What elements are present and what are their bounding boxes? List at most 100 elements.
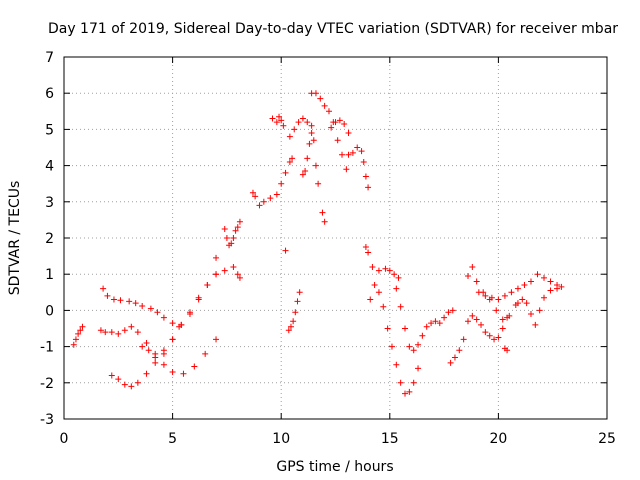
data-point <box>464 273 471 280</box>
data-point <box>464 318 471 325</box>
series-arc-17 <box>362 244 402 281</box>
x-tick-label: 15 <box>381 431 399 447</box>
data-point <box>339 151 346 158</box>
data-point <box>393 285 400 292</box>
data-point <box>558 283 565 290</box>
data-point <box>451 354 458 361</box>
data-point <box>145 347 152 354</box>
data-point <box>523 300 530 307</box>
series-arc-6 <box>221 218 243 249</box>
series-arc-23 <box>501 345 511 354</box>
data-point <box>221 225 228 232</box>
series-arc-3 <box>97 323 220 377</box>
data-point <box>486 332 493 339</box>
plot-frame <box>63 56 608 420</box>
series-arc-15 <box>328 117 352 137</box>
data-point <box>290 318 297 325</box>
data-point <box>384 325 391 332</box>
data-point <box>286 158 293 165</box>
data-point <box>280 122 287 129</box>
data-point <box>160 314 167 321</box>
data-point <box>260 198 267 205</box>
data-point <box>397 303 404 310</box>
data-point <box>419 332 426 339</box>
y-tick-label: 7 <box>45 50 54 66</box>
x-tick-label: 20 <box>489 431 507 447</box>
data-point <box>428 320 435 327</box>
data-point <box>499 325 506 332</box>
data-point <box>308 122 315 129</box>
data-point <box>341 120 348 127</box>
data-point <box>388 343 395 350</box>
x-tick-label: 10 <box>272 431 290 447</box>
data-point <box>349 149 356 156</box>
data-point <box>294 298 301 305</box>
data-point <box>97 327 104 334</box>
data-point <box>449 307 456 314</box>
data-point <box>456 347 463 354</box>
data-point <box>365 249 372 256</box>
data-point <box>128 323 135 330</box>
data-point <box>436 320 443 327</box>
data-point <box>134 379 141 386</box>
data-point <box>514 285 521 292</box>
data-point <box>527 311 534 318</box>
data-point <box>478 321 485 328</box>
series-arc-1 <box>70 323 86 348</box>
data-point <box>304 155 311 162</box>
data-point <box>221 267 228 274</box>
data-point <box>491 336 498 343</box>
data-point <box>299 171 306 178</box>
data-point <box>79 323 86 330</box>
data-point <box>460 336 467 343</box>
data-point <box>108 329 115 336</box>
data-point <box>423 323 430 330</box>
data-point <box>134 329 141 336</box>
series-arc-10 <box>282 115 315 254</box>
series-arc-18 <box>367 282 422 397</box>
data-point <box>375 267 382 274</box>
data-point <box>296 289 303 296</box>
data-point <box>128 383 135 390</box>
data-point <box>397 379 404 386</box>
data-point <box>287 323 294 330</box>
data-point <box>139 343 146 350</box>
data-point <box>308 130 315 137</box>
data-point <box>213 254 220 261</box>
data-point <box>256 202 263 209</box>
data-point <box>234 271 241 278</box>
tick-labels: 0 5 10 15 20 25 -3 -2 -1 0 1 2 3 4 5 6 7 <box>40 50 616 447</box>
data-point <box>278 180 285 187</box>
data-point <box>202 350 209 357</box>
data-point <box>521 282 528 289</box>
data-point <box>121 381 128 388</box>
data-point <box>267 195 274 202</box>
data-point <box>482 292 489 299</box>
data-point <box>508 289 515 296</box>
data-point <box>332 119 339 126</box>
series-arc-8 <box>249 155 296 209</box>
data-point <box>160 361 167 368</box>
data-point <box>204 282 211 289</box>
data-point <box>534 271 541 278</box>
y-tick-label: 1 <box>45 267 54 283</box>
data-point <box>291 126 298 133</box>
data-point <box>108 372 115 379</box>
data-point <box>186 311 193 318</box>
data-point <box>362 173 369 180</box>
data-point <box>391 271 398 278</box>
data-point <box>180 370 187 377</box>
data-point <box>328 124 335 131</box>
data-point <box>178 321 185 328</box>
data-point <box>319 209 326 216</box>
data-point <box>514 300 521 307</box>
data-point <box>223 235 230 241</box>
data-point <box>406 388 413 395</box>
y-tick-label: 2 <box>45 231 54 247</box>
data-point <box>282 247 289 254</box>
x-tick-label: 5 <box>168 431 177 447</box>
series-arc-11 <box>285 289 303 334</box>
y-tick-label: -1 <box>40 340 54 356</box>
y-tick-label: 0 <box>45 303 54 319</box>
